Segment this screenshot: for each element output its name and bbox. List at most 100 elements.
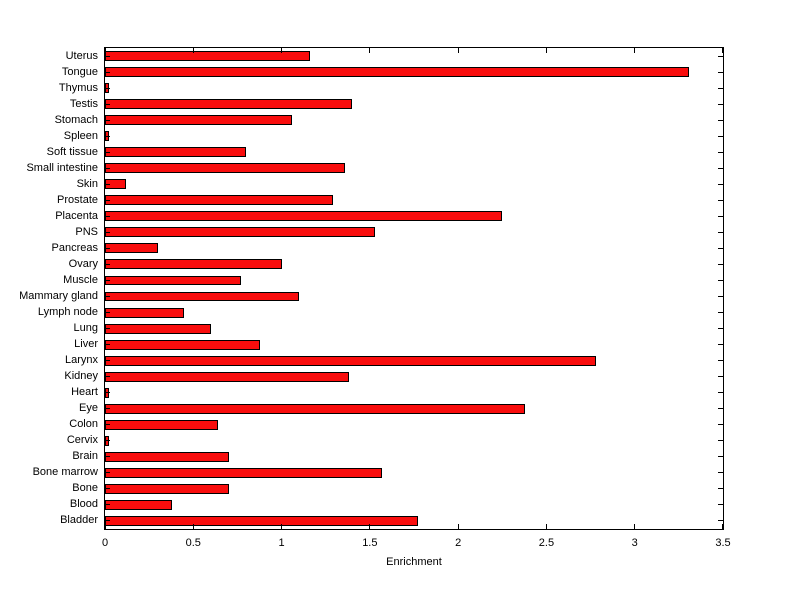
y-tick-right-spleen <box>718 135 723 137</box>
y-tick-left-spleen <box>105 135 110 137</box>
y-tick-left-blood <box>105 504 110 506</box>
x-tick-top-0.5 <box>192 48 194 53</box>
y-tick-label-pns: PNS <box>75 225 98 238</box>
y-tick-right-lung <box>718 328 723 330</box>
y-tick-right-pancreas <box>718 247 723 249</box>
y-tick-right-muscle <box>718 279 723 281</box>
bar-colon <box>105 419 218 430</box>
y-tick-right-skin <box>718 183 723 185</box>
y-tick-label-thymus: Thymus <box>58 81 98 94</box>
y-tick-label-lung: Lung <box>73 322 98 335</box>
bar-soft-tissue <box>105 147 247 158</box>
y-tick-left-cervix <box>105 440 110 442</box>
y-tick-left-stomach <box>105 119 110 121</box>
y-tick-right-bone-marrow <box>718 472 723 474</box>
y-tick-label-uterus: Uterus <box>65 49 98 62</box>
y-tick-left-placenta <box>105 215 110 217</box>
y-tick-label-colon: Colon <box>69 418 98 431</box>
y-tick-label-bone: Bone <box>72 482 98 495</box>
y-tick-label-tongue: Tongue <box>61 65 98 78</box>
y-tick-label-prostate: Prostate <box>57 193 98 206</box>
y-tick-right-mammary-gland <box>718 296 723 298</box>
y-tick-left-ovary <box>105 263 110 265</box>
x-tick-top-2.5 <box>545 48 547 53</box>
x-tick-top-0 <box>105 48 106 53</box>
y-tick-left-colon <box>105 424 110 426</box>
y-tick-label-bone-marrow: Bone marrow <box>32 466 98 479</box>
y-tick-right-larynx <box>718 360 723 362</box>
y-tick-label-brain: Brain <box>72 450 98 463</box>
y-tick-left-testis <box>105 103 110 105</box>
x-tick-bottom-0.5 <box>192 524 194 529</box>
bar-bladder <box>105 516 418 526</box>
y-tick-left-lung <box>105 328 110 330</box>
y-tick-label-liver: Liver <box>74 338 98 351</box>
bar-liver <box>105 339 261 350</box>
x-tick-label-0.5: 0.5 <box>185 537 201 549</box>
y-tick-right-prostate <box>718 199 723 201</box>
x-axis-label: Enrichment <box>386 556 442 568</box>
x-tick-label-1: 1 <box>278 537 285 549</box>
bar-muscle <box>105 275 241 286</box>
x-tick-top-2 <box>457 48 459 53</box>
y-tick-label-muscle: Muscle <box>63 273 98 286</box>
x-tick-label-3: 3 <box>631 537 638 549</box>
x-tick-label-1.5: 1.5 <box>362 537 378 549</box>
bar-tongue <box>105 67 690 78</box>
y-tick-right-heart <box>718 392 723 394</box>
y-tick-left-small-intestine <box>105 167 110 169</box>
y-tick-right-lymph-node <box>718 312 723 314</box>
y-tick-right-stomach <box>718 119 723 121</box>
bar-small-intestine <box>105 163 346 174</box>
y-tick-label-testis: Testis <box>69 97 98 110</box>
x-tick-bottom-1.5 <box>369 524 371 529</box>
y-tick-right-tongue <box>718 71 723 73</box>
bar-testis <box>105 99 353 110</box>
y-tick-left-mammary-gland <box>105 296 110 298</box>
y-tick-label-spleen: Spleen <box>63 129 98 142</box>
bar-kidney <box>105 371 349 382</box>
y-tick-label-skin: Skin <box>76 177 98 190</box>
y-tick-label-pancreas: Pancreas <box>51 241 98 254</box>
bar-pns <box>105 227 376 238</box>
y-tick-label-cervix: Cervix <box>66 434 98 447</box>
y-tick-left-tongue <box>105 71 110 73</box>
y-tick-right-testis <box>718 103 723 105</box>
y-tick-left-liver <box>105 344 110 346</box>
x-tick-bottom-0 <box>105 524 106 529</box>
y-tick-right-pns <box>718 231 723 233</box>
y-tick-right-soft-tissue <box>718 151 723 153</box>
y-tick-right-kidney <box>718 376 723 378</box>
bar-mammary-gland <box>105 291 300 302</box>
y-tick-left-thymus <box>105 87 110 89</box>
y-tick-left-bone <box>105 488 110 490</box>
bar-prostate <box>105 195 333 206</box>
bar-bone-marrow <box>105 467 383 478</box>
y-tick-left-skin <box>105 183 110 185</box>
y-tick-right-thymus <box>718 87 723 89</box>
y-tick-left-kidney <box>105 376 110 378</box>
y-tick-label-stomach: Stomach <box>54 113 98 126</box>
x-tick-label-2.5: 2.5 <box>538 537 555 549</box>
y-tick-label-heart: Heart <box>71 386 98 399</box>
y-tick-left-pancreas <box>105 247 110 249</box>
y-tick-left-prostate <box>105 199 110 201</box>
bar-bone <box>105 483 229 494</box>
x-tick-bottom-2.5 <box>545 524 547 529</box>
bar-larynx <box>105 355 596 366</box>
bar-lung <box>105 323 211 334</box>
y-tick-label-soft-tissue: Soft tissue <box>46 145 98 158</box>
y-tick-label-ovary: Ovary <box>68 257 98 270</box>
x-tick-top-3.5 <box>722 48 723 53</box>
y-tick-left-pns <box>105 231 110 233</box>
y-tick-right-blood <box>718 504 723 506</box>
y-tick-right-small-intestine <box>718 167 723 169</box>
y-tick-left-heart <box>105 392 110 394</box>
y-tick-left-soft-tissue <box>105 151 110 153</box>
bar-stomach <box>105 115 293 126</box>
y-tick-right-brain <box>718 456 723 458</box>
bar-uterus <box>105 51 310 61</box>
y-tick-label-blood: Blood <box>69 498 98 511</box>
y-tick-left-muscle <box>105 279 110 281</box>
bar-ovary <box>105 259 282 270</box>
